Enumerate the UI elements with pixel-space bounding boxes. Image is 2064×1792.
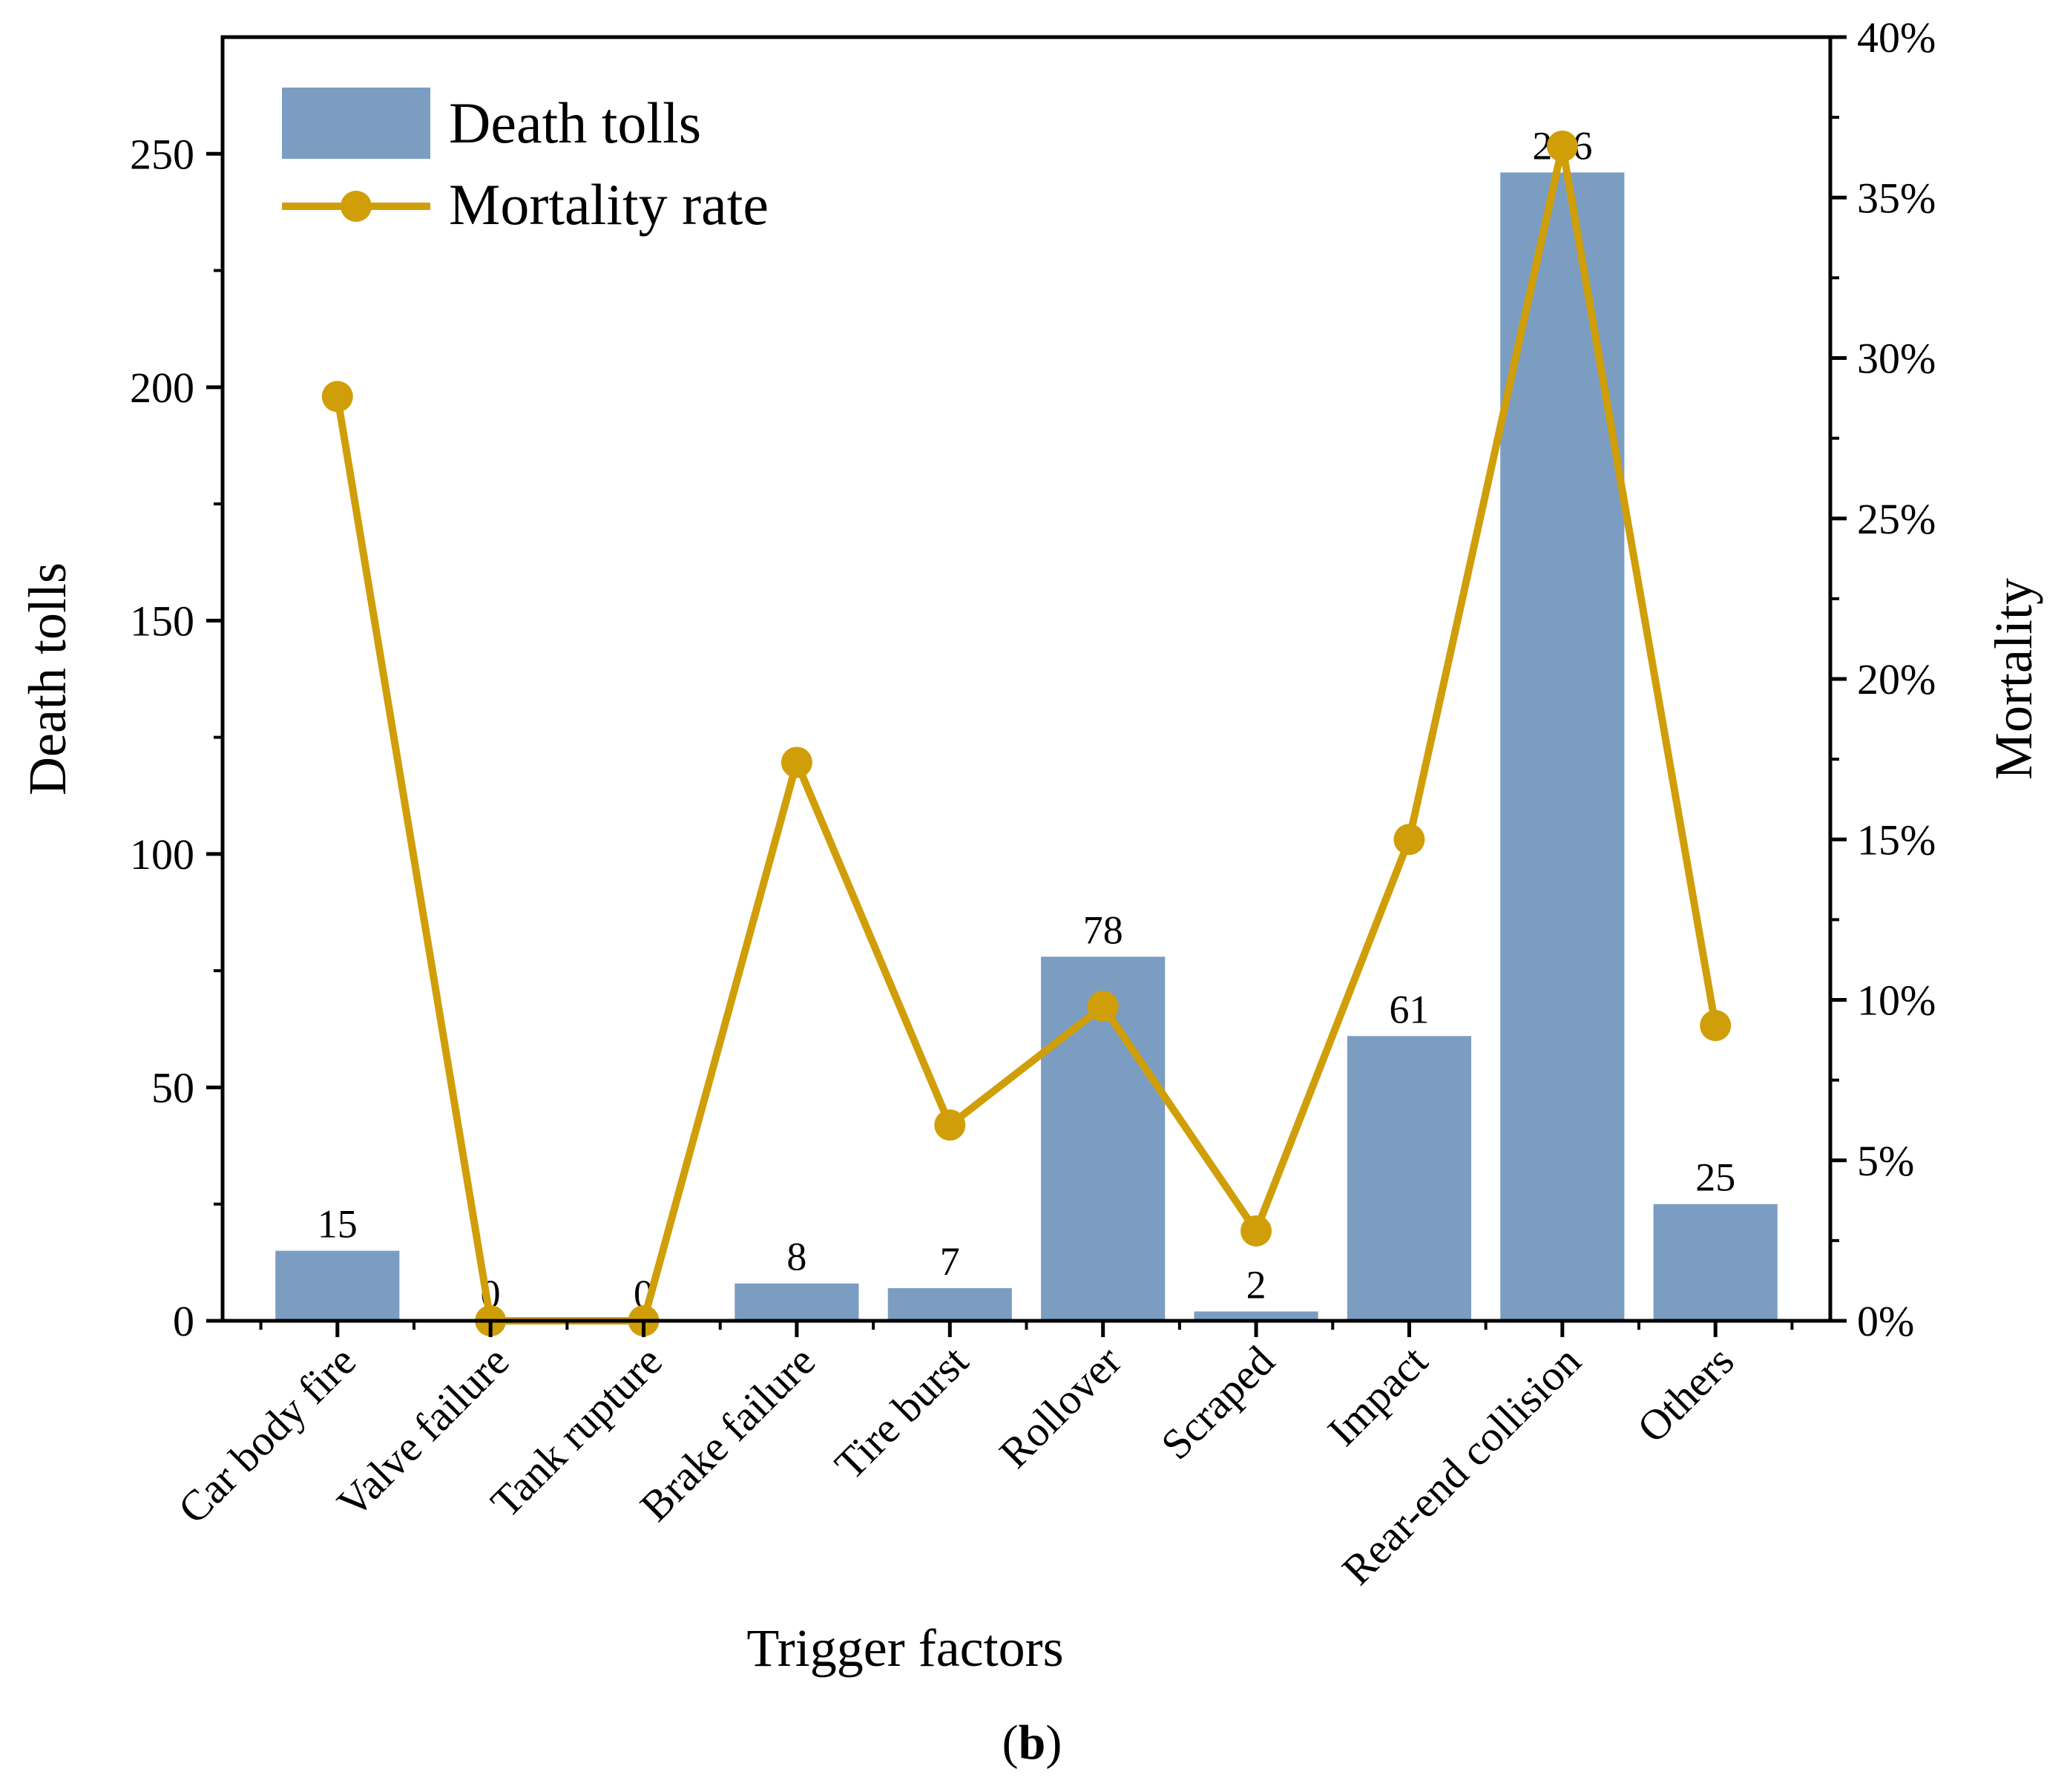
y2-tick-label-20: 20% [1857, 655, 1936, 703]
y-tick-label-250: 250 [130, 130, 194, 178]
bar-tire-burst [887, 1287, 1012, 1321]
left-axis-ticks: 0 50 100 150 200 250 [130, 130, 223, 1345]
bar-value-label-tire-burst: 7 [940, 1239, 960, 1284]
mortality-point-impact [1393, 824, 1425, 856]
bar-value-label-rollover: 78 [1083, 908, 1123, 952]
x-tick-label-others: Others [1628, 1336, 1743, 1451]
mortality-point-others [1700, 1010, 1732, 1042]
x-tick-label-scraped: Scraped [1151, 1336, 1284, 1468]
bar-brake-failure [734, 1283, 859, 1321]
legend-swatch-death-tolls [282, 88, 430, 159]
legend-label-death-tolls: Death tolls [449, 91, 701, 155]
mortality-point-scraped [1240, 1215, 1272, 1247]
bar-others [1653, 1204, 1778, 1321]
y-tick-label-100: 100 [130, 830, 194, 879]
bar-value-label-brake-failure: 8 [786, 1235, 806, 1279]
mortality-point-car-body-fire [321, 381, 353, 413]
y-tick-label-200: 200 [130, 364, 194, 412]
y-axis-title: Death tolls [18, 562, 77, 795]
bar-value-label-impact: 61 [1389, 987, 1429, 1031]
mortality-point-rear-end-collision [1546, 131, 1578, 163]
x-axis-title: Trigger factors [746, 1618, 1063, 1678]
bars-layer [275, 172, 1778, 1321]
y2-tick-label-25: 25% [1857, 495, 1936, 543]
caption-letter: b [1019, 1716, 1046, 1770]
bar-value-label-others: 25 [1695, 1155, 1735, 1200]
caption-close: ) [1045, 1716, 1062, 1770]
bar-value-label-car-body-fire: 15 [318, 1202, 358, 1247]
bar-car-body-fire [275, 1250, 400, 1321]
y-tick-label-50: 50 [151, 1063, 194, 1112]
y2-tick-label-0: 0% [1857, 1297, 1914, 1345]
legend: Death tolls Mortality rate [282, 88, 769, 237]
legend-marker-mortality-rate [341, 191, 372, 222]
y2-tick-label-35: 35% [1857, 174, 1936, 222]
x-tick-label-car-body-fire: Car body fire [168, 1336, 365, 1533]
y2-tick-label-40: 40% [1857, 13, 1936, 62]
x-tick-label-tire-burst: Tire burst [825, 1336, 977, 1489]
y-tick-label-0: 0 [173, 1297, 194, 1345]
legend-label-mortality-rate: Mortality rate [449, 172, 769, 237]
caption-open: ( [1002, 1716, 1019, 1770]
bar-value-label-scraped: 2 [1246, 1262, 1266, 1307]
y-tick-label-150: 150 [130, 597, 194, 645]
mortality-point-tire-burst [934, 1109, 966, 1141]
x-tick-label-impact: Impact [1318, 1336, 1437, 1455]
bar-impact [1347, 1036, 1472, 1321]
x-tick-label-rollover: Rollover [990, 1336, 1130, 1477]
y2-axis-title: Mortality [1984, 578, 2043, 780]
y2-tick-label-30: 30% [1857, 335, 1936, 383]
figure-caption: (b) [1002, 1716, 1062, 1770]
mortality-point-rollover [1087, 991, 1119, 1023]
bar-scraped [1194, 1311, 1318, 1321]
y2-tick-label-10: 10% [1857, 977, 1936, 1025]
right-axis-ticks: 0% 5% 10% 15% 20% 25% 30% 35% 40% [1830, 13, 1936, 1345]
y2-tick-label-15: 15% [1857, 815, 1936, 864]
mortality-point-brake-failure [780, 746, 812, 778]
y2-tick-label-5: 5% [1857, 1137, 1914, 1185]
